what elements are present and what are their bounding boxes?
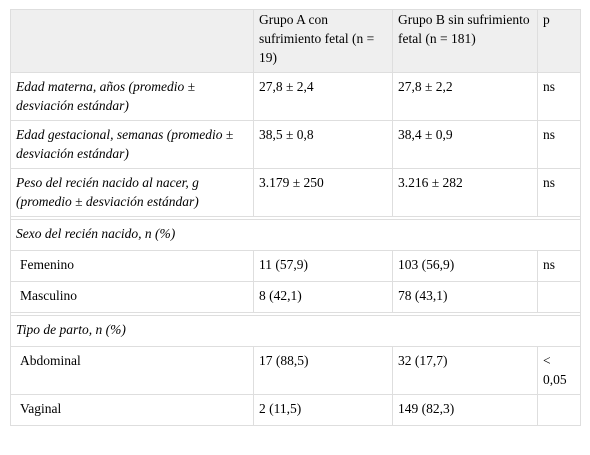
header-grupo-b: Grupo B sin sufrimiento fetal (n = 181) (392, 9, 538, 73)
row-label: Edad gestacional, semanas (promedio ± de… (10, 120, 254, 169)
header-p: p (537, 9, 581, 73)
row-label: Abdominal (10, 346, 254, 395)
row-value-b: 27,8 ± 2,2 (392, 72, 538, 121)
section-title-sexo: Sexo del recién nacido, n (%) (10, 219, 581, 251)
header-grupo-a: Grupo A con sufrimiento fetal (n = 19) (253, 9, 393, 73)
section-title-parto: Tipo de parto, n (%) (10, 315, 581, 347)
table-row: Abdominal 17 (88,5) 32 (17,7) < 0,05 (10, 346, 581, 395)
row-value-a: 8 (42,1) (253, 281, 393, 313)
header-empty-cell (10, 9, 254, 73)
row-value-b: 149 (82,3) (392, 394, 538, 426)
row-label: Masculino (10, 281, 254, 313)
table-header-row: Grupo A con sufrimiento fetal (n = 19) G… (10, 9, 581, 73)
row-value-a: 3.179 ± 250 (253, 168, 393, 217)
row-label: Peso del recién nacido al nacer, g (prom… (10, 168, 254, 217)
row-value-a: 38,5 ± 0,8 (253, 120, 393, 169)
row-value-b: 78 (43,1) (392, 281, 538, 313)
row-value-b: 38,4 ± 0,9 (392, 120, 538, 169)
row-value-b: 3.216 ± 282 (392, 168, 538, 217)
row-value-a: 17 (88,5) (253, 346, 393, 395)
comparison-table: Grupo A con sufrimiento fetal (n = 19) G… (10, 9, 581, 426)
row-value-a: 2 (11,5) (253, 394, 393, 426)
row-value-b: 103 (56,9) (392, 250, 538, 282)
row-value-a: 11 (57,9) (253, 250, 393, 282)
table-row: Vaginal 2 (11,5) 149 (82,3) (10, 394, 581, 426)
row-label: Vaginal (10, 394, 254, 426)
row-p-value: ns (537, 168, 581, 217)
section-title-row: Sexo del recién nacido, n (%) (10, 219, 581, 251)
row-p-value: ns (537, 250, 581, 282)
row-p-value: < 0,05 (537, 346, 581, 395)
row-label: Edad materna, años (promedio ± desviació… (10, 72, 254, 121)
table-row: Peso del recién nacido al nacer, g (prom… (10, 168, 581, 217)
table-row: Masculino 8 (42,1) 78 (43,1) (10, 281, 581, 313)
row-p-value (537, 394, 581, 426)
row-value-a: 27,8 ± 2,4 (253, 72, 393, 121)
table-row: Edad materna, años (promedio ± desviació… (10, 72, 581, 121)
row-label: Femenino (10, 250, 254, 282)
table-row: Edad gestacional, semanas (promedio ± de… (10, 120, 581, 169)
row-p-value: ns (537, 120, 581, 169)
row-p-value: ns (537, 72, 581, 121)
section-title-row: Tipo de parto, n (%) (10, 315, 581, 347)
row-value-b: 32 (17,7) (392, 346, 538, 395)
table-row: Femenino 11 (57,9) 103 (56,9) ns (10, 250, 581, 282)
row-p-value (537, 281, 581, 313)
